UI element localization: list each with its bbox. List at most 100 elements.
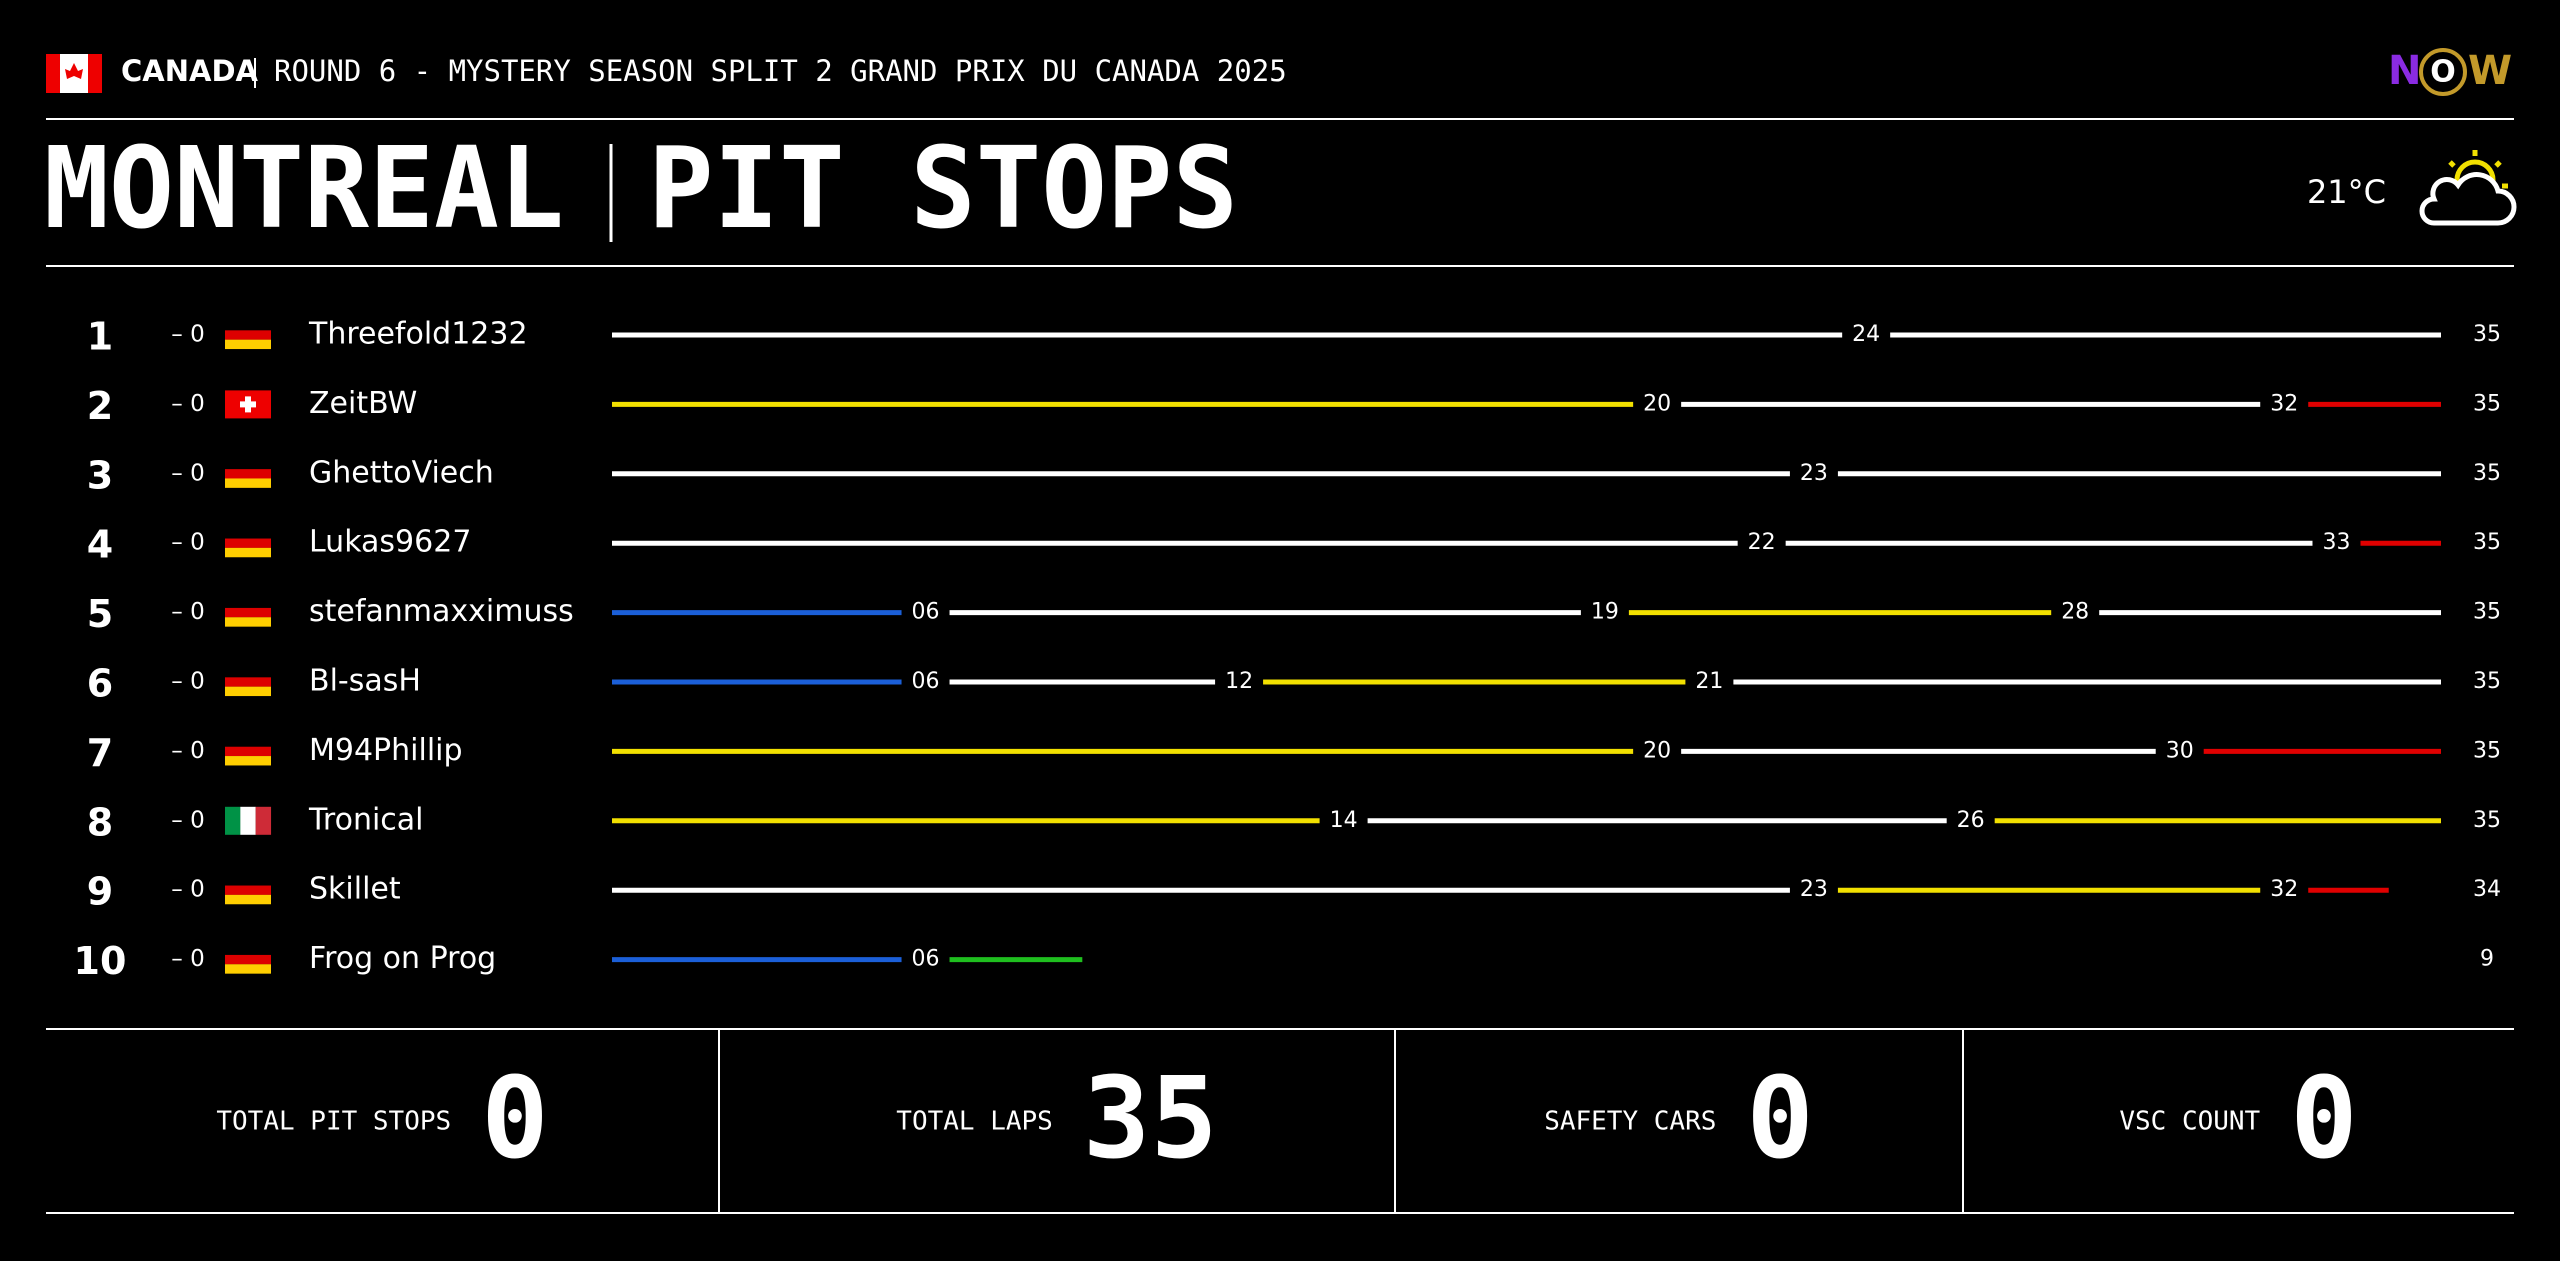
flag-stripe — [225, 806, 241, 835]
position-change: – 0 — [171, 530, 204, 556]
position: 3 — [87, 453, 113, 497]
logo-letter: O — [2430, 55, 2456, 90]
driver-name: ZeitBW — [309, 386, 417, 421]
laps-completed: 35 — [2473, 461, 2501, 486]
logo-letter: W — [2468, 48, 2512, 94]
laps-completed: 35 — [2473, 530, 2501, 555]
country: CANADA — [121, 54, 259, 88]
flag-cross — [240, 401, 256, 408]
pit-lap-label: 22 — [1748, 530, 1776, 555]
position-change: – 0 — [171, 322, 204, 348]
flag-stripe — [225, 607, 271, 618]
laps-completed: 35 — [2473, 600, 2501, 625]
pit-lap-label: 23 — [1800, 461, 1828, 486]
position-change: – 0 — [171, 391, 204, 417]
canada-flag — [46, 54, 102, 93]
flag-stripe — [225, 668, 271, 678]
flag-stripe — [225, 746, 271, 757]
pit-lap-label: 30 — [2166, 738, 2194, 763]
flag-stripe — [225, 339, 271, 350]
position-change: – 0 — [171, 738, 204, 764]
flag — [225, 945, 271, 974]
flag-stripe — [255, 806, 272, 835]
flag-stripe — [225, 469, 271, 479]
flag — [225, 390, 271, 419]
flag-stripe — [225, 876, 271, 886]
position: 9 — [87, 870, 113, 914]
logo: N O W — [2388, 48, 2512, 96]
position-change: – 0 — [171, 460, 204, 486]
pit-lap-label: 06 — [912, 600, 940, 625]
position: 4 — [87, 523, 113, 567]
logo-letter: N — [2388, 48, 2421, 94]
position-change: – 0 — [171, 877, 204, 903]
position: 2 — [87, 384, 113, 428]
flag-stripe — [225, 547, 271, 558]
flag — [225, 876, 271, 905]
flag-stripe — [225, 686, 271, 697]
position: 1 — [87, 315, 113, 359]
driver-name: M94Phillip — [309, 733, 463, 768]
stat-label: TOTAL PIT STOPS — [216, 1107, 451, 1137]
position-change: – 0 — [171, 807, 204, 833]
laps-completed: 35 — [2473, 738, 2501, 763]
laps-completed: 35 — [2473, 391, 2501, 416]
flag-stripe — [225, 885, 271, 895]
laps-completed: 35 — [2473, 322, 2501, 347]
flag — [225, 806, 272, 835]
pit-lap-label: 32 — [2270, 391, 2298, 416]
pit-lap-label: 19 — [1591, 600, 1619, 625]
logo-ring — [2419, 48, 2467, 96]
flag — [225, 598, 271, 627]
pit-lap-label: 06 — [912, 669, 940, 694]
flag — [225, 529, 271, 558]
position: 6 — [87, 662, 113, 706]
laps-completed: 9 — [2480, 947, 2494, 972]
pit-lap-label: 23 — [1800, 877, 1828, 902]
pit-lap-label: 14 — [1330, 808, 1358, 833]
track-title: MONTREAL — [44, 124, 564, 254]
flag-stripe — [225, 330, 271, 340]
stat-value: 0 — [2290, 1054, 2357, 1184]
flag-stripe — [225, 459, 271, 470]
position: 7 — [87, 731, 113, 775]
pit-lap-label: 28 — [2061, 600, 2089, 625]
stat-label: TOTAL LAPS — [896, 1107, 1053, 1137]
driver-name: Frog on Prog — [309, 941, 496, 976]
pit-lap-label: 20 — [1643, 391, 1671, 416]
flag-stripe — [225, 945, 271, 955]
pit-lap-label: 21 — [1695, 669, 1723, 694]
driver-name: Skillet — [309, 872, 401, 907]
position: 10 — [74, 939, 127, 983]
flag-stripe — [225, 737, 271, 747]
flag — [225, 321, 271, 350]
position-change: – 0 — [171, 599, 204, 625]
stat-label: VSC COUNT — [2119, 1107, 2260, 1137]
flag-stripe — [225, 677, 271, 687]
driver-name: Threefold1232 — [308, 317, 528, 352]
pit-lap-label: 24 — [1852, 322, 1880, 347]
flag-stripe — [225, 538, 271, 548]
flag-stripe — [225, 756, 271, 766]
driver-name: Bl-sasH — [309, 664, 421, 699]
stat-value: 0 — [1746, 1054, 1813, 1184]
pit-lap-label: 06 — [912, 947, 940, 972]
position: 5 — [87, 592, 113, 636]
flag-stripe — [225, 617, 271, 627]
stat-value: 0 — [481, 1054, 548, 1184]
flag — [225, 737, 271, 766]
flag — [225, 459, 271, 488]
flag-stripe — [225, 321, 271, 331]
flag-stripe — [240, 806, 256, 835]
flag-stripe — [225, 894, 271, 905]
temperature: 21°C — [2307, 173, 2386, 211]
position-change: – 0 — [171, 669, 204, 695]
flag-stripe — [225, 954, 271, 965]
stat-value: 35 — [1083, 1054, 1218, 1184]
laps-completed: 34 — [2473, 877, 2501, 902]
flag-stripe — [225, 964, 271, 974]
flag — [225, 668, 271, 697]
weather-icon — [2419, 150, 2517, 226]
